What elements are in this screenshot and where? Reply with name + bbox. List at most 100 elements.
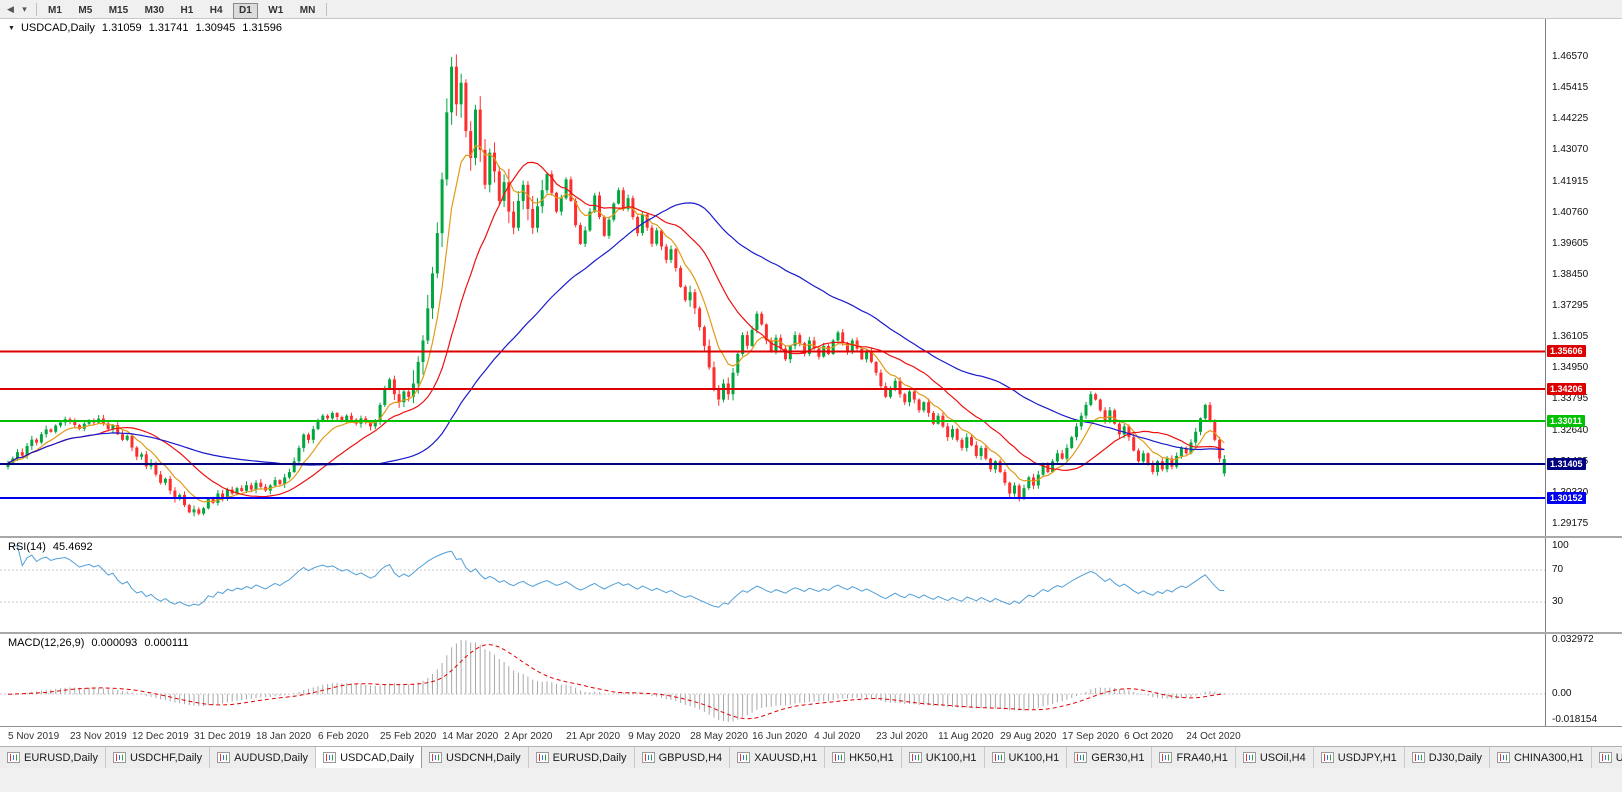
timeframe-button[interactable]: M15 [103, 3, 134, 19]
price-tick-label: 1.38450 [1552, 268, 1589, 280]
panel-divider[interactable] [0, 632, 1622, 634]
chart-tab-label: USDCNH,Daily [446, 751, 521, 764]
rsi-level-label: 30 [1552, 596, 1564, 607]
rsi-level-label: 100 [1552, 540, 1569, 551]
timeframe-button[interactable]: M5 [72, 3, 98, 19]
chart-tab[interactable]: FRA40,H1 [1152, 747, 1236, 768]
chart-tab-label: USDCAD,Daily [340, 751, 415, 764]
macd-panel: MACD(12,26,9) 0.000093 0.000111 0.032972… [0, 634, 1622, 726]
dropdown-caret-icon[interactable]: ▾ [22, 3, 27, 14]
collapse-icon[interactable]: ▼ [8, 24, 15, 32]
price-axis[interactable]: 1.35606 1.34206 1.33011 1.31405 1.30152 1.465… [1545, 19, 1622, 536]
chart-tab[interactable]: USOil,H4 [1235, 747, 1314, 768]
date-label: 24 Oct 2020 [1186, 731, 1241, 742]
timeframe-button[interactable]: H1 [175, 3, 200, 19]
macd-signal-value: 0.000111 [144, 637, 189, 649]
price-tick-label: 1.43070 [1552, 144, 1589, 156]
hline-price-tag[interactable]: 1.35606 [1547, 345, 1586, 357]
panel-divider[interactable] [0, 536, 1622, 538]
hline-price-tag[interactable]: 1.31405 [1547, 458, 1586, 470]
chart-tab[interactable]: UK100,H1 [984, 747, 1068, 768]
macd-header: MACD(12,26,9) 0.000093 0.000111 [8, 637, 189, 649]
chart-tab-bar: EURUSD,Daily USDCHF,Daily AUDUSD,Daily [0, 746, 1622, 768]
date-label: 29 Aug 2020 [1000, 731, 1057, 742]
chart-tab-icon [1411, 752, 1425, 763]
chart-tab-label: GBPUSD,H4 [658, 751, 723, 764]
chart-tab-icon [991, 752, 1005, 763]
chart-tab[interactable]: AUDUSD,Daily [210, 747, 317, 768]
chart-tab[interactable]: CHINA300,H1 [1489, 747, 1592, 768]
chart-tab-icon [217, 752, 231, 763]
chart-tab[interactable]: GER30,H1 [1067, 747, 1153, 768]
price-tick-label: 1.44225 [1552, 113, 1589, 125]
date-label: 11 Aug 2020 [938, 731, 994, 742]
toolbar-separator [326, 2, 328, 16]
date-label: 14 Mar 2020 [442, 731, 499, 742]
chart-tab-label: USDCHF,Daily [129, 751, 203, 764]
chart-tab-icon [1159, 752, 1173, 763]
chart-tab-icon [429, 752, 443, 763]
chart-tab-label: DJ30,Daily [1428, 751, 1482, 764]
chart-tab[interactable]: USDCHF,Daily [105, 747, 211, 768]
price-tick-label: 1.36105 [1552, 331, 1589, 343]
chart-tab[interactable]: USOil,H1 [1591, 747, 1622, 768]
chart-tab[interactable]: UK100,H1 [901, 747, 985, 768]
macd-axis[interactable]: 0.032972 0.00 -0.018154 [1545, 634, 1622, 726]
time-axis[interactable]: 5 Nov 2019 23 Nov 2019 12 Dec 2019 31 Dec 2… [0, 726, 1622, 746]
chart-tab-label: AUDUSD,Daily [234, 751, 309, 764]
date-label: 6 Oct 2020 [1124, 731, 1174, 742]
chart-tab[interactable]: USDJPY,H1 [1313, 747, 1405, 768]
chart-tab[interactable]: XAUUSD,H1 [730, 747, 826, 768]
rsi-label: RSI(14) [8, 541, 46, 553]
chart-tab-label: USOil,H4 [1259, 751, 1306, 764]
date-label: 25 Feb 2020 [380, 731, 437, 742]
chart-tab-label: XAUUSD,H1 [754, 751, 818, 764]
timeframe-button[interactable]: M1 [42, 3, 68, 19]
chart-tab-icon [737, 752, 751, 763]
rsi-axis[interactable]: 100 70 30 [1545, 538, 1622, 632]
chart-tab-label: CHINA300,H1 [1513, 751, 1584, 764]
chart-tab[interactable]: USDCAD,Daily [316, 747, 423, 768]
toolbar-separator [36, 2, 37, 16]
price-tick-label: 1.29175 [1552, 518, 1589, 529]
chart-tab-icon [1320, 752, 1334, 763]
chart-tab-icon [1598, 752, 1612, 763]
date-label: 23 Jul 2020 [876, 731, 928, 742]
price-tick-label: 1.37295 [1552, 300, 1589, 312]
chart-tab[interactable]: EURUSD,Daily [528, 747, 635, 768]
chart-tab-icon [112, 752, 126, 763]
chart-tab-label: HK50,H1 [849, 751, 894, 764]
price-tick-label: 1.40760 [1552, 206, 1589, 218]
timeframe-button[interactable]: H4 [204, 3, 229, 19]
date-label: 18 Jan 2020 [256, 731, 312, 742]
timeframe-button[interactable]: D1 [233, 2, 258, 19]
chart-tab-icon [1074, 752, 1088, 763]
scroll-left-icon[interactable]: ◀ [7, 3, 14, 14]
chart-tab-label: GER30,H1 [1091, 751, 1145, 764]
quote-close: 1.31596 [242, 22, 282, 34]
hline-price-tag[interactable]: 1.30152 [1547, 492, 1586, 504]
chart-tab-icon [908, 752, 922, 763]
timeframe-button[interactable]: MN [294, 3, 322, 19]
chart-tab[interactable]: EURUSD,Daily [0, 747, 106, 768]
chart-tab[interactable]: USDCNH,Daily [422, 747, 529, 768]
timeframe-button[interactable]: M30 [139, 3, 170, 19]
chart-tab[interactable]: DJ30,Daily [1404, 747, 1490, 768]
chart-tab-label: USOil,H1 [1616, 752, 1622, 764]
chart-tab[interactable]: HK50,H1 [825, 747, 902, 768]
price-tick-label: 1.45415 [1552, 82, 1589, 94]
chart-tab[interactable]: GBPUSD,H4 [634, 747, 731, 768]
main-chart-canvas[interactable] [0, 19, 1545, 536]
date-label: 31 Dec 2019 [194, 731, 251, 742]
price-tick-label: 1.32640 [1552, 424, 1589, 436]
macd-canvas[interactable] [0, 634, 1545, 726]
timeframe-toolbar: ◀ ▾ M1 M5 M15 M30 H1 H4 D1 W1 MN [0, 0, 1622, 19]
rsi-canvas[interactable] [0, 538, 1545, 632]
chart-tab-label: UK100,H1 [1008, 751, 1060, 764]
hline-price-tag[interactable]: 1.33011 [1547, 415, 1586, 427]
chart-tab-label: USDJPY,H1 [1337, 751, 1397, 764]
timeframe-button-group: M1 M5 M15 M30 H1 H4 D1 W1 MN [42, 0, 321, 19]
chart-tab-icon [641, 752, 655, 763]
timeframe-button[interactable]: W1 [262, 3, 289, 19]
hline-price-tag[interactable]: 1.34206 [1547, 383, 1586, 395]
